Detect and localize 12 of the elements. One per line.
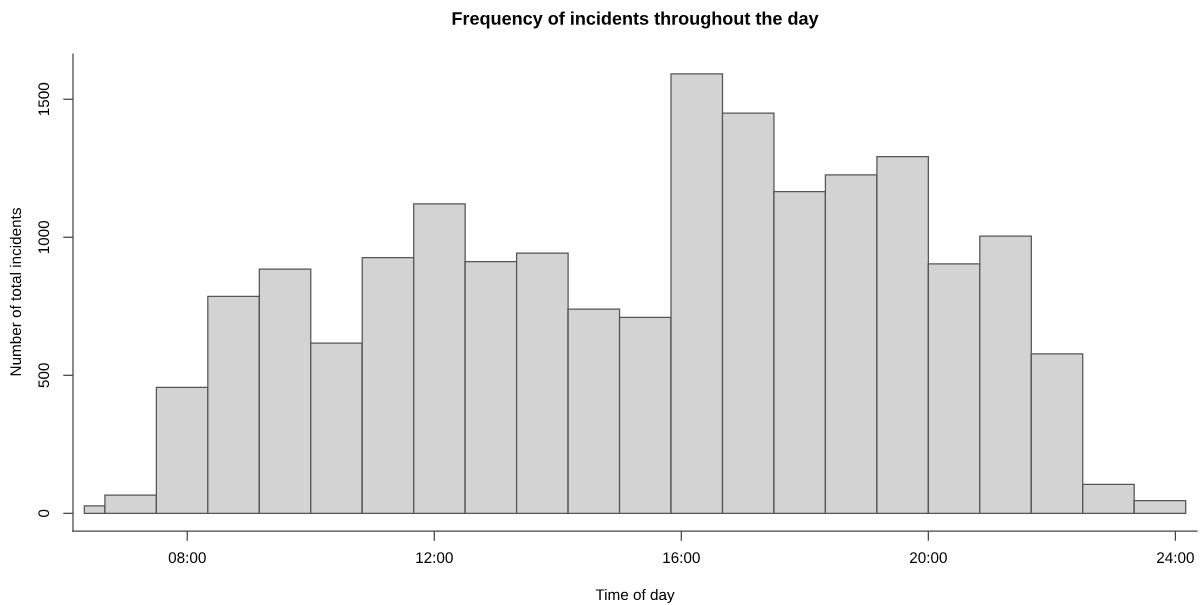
y-tick-label: 1500 (38, 82, 50, 116)
x-tick-label: 12:00 (416, 552, 453, 564)
y-tick-label: 1000 (38, 220, 50, 254)
x-tick-label: 08:00 (168, 552, 206, 564)
x-axis-title: Time of day (595, 588, 675, 604)
y-tick-label: 0 (38, 509, 50, 517)
x-tick-label: 16:00 (663, 552, 700, 564)
chart-title: Frequency of incidents throughout the day (452, 11, 819, 29)
x-tick-label: 20:00 (910, 552, 947, 564)
x-tick-label: 24:00 (1157, 552, 1194, 564)
y-axis-title: Number of total incidents (9, 208, 22, 376)
y-tick-label: 500 (38, 363, 50, 388)
